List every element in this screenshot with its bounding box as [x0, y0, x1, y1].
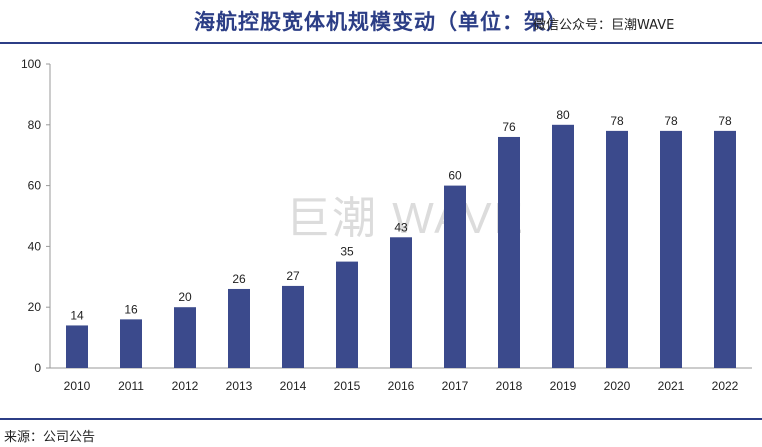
title-divider: [0, 42, 762, 44]
watermark-text: 巨潮 WAVE: [286, 194, 525, 243]
y-tick-label: 100: [21, 57, 41, 71]
bar: [714, 130, 736, 368]
bar: [444, 185, 466, 368]
data-label: 76: [502, 120, 516, 134]
data-label: 16: [124, 302, 138, 316]
x-tick-label: 2020: [604, 379, 631, 393]
y-tick-label: 0: [34, 361, 41, 375]
footer-divider: [0, 418, 762, 420]
data-label: 26: [232, 272, 246, 286]
data-label: 43: [394, 220, 408, 234]
y-tick-label: 20: [28, 300, 42, 314]
bar: [120, 319, 142, 368]
bar: [336, 261, 358, 368]
data-label: 35: [340, 245, 354, 259]
x-tick-label: 2022: [712, 379, 739, 393]
y-tick-label: 80: [28, 118, 42, 132]
data-label: 14: [70, 308, 84, 322]
x-tick-label: 2014: [280, 379, 307, 393]
bar: [174, 307, 196, 368]
data-label: 20: [178, 290, 192, 304]
bar: [66, 325, 88, 368]
x-tick-label: 2016: [388, 379, 415, 393]
bar: [552, 124, 574, 368]
y-tick-label: 60: [28, 179, 42, 193]
bar: [282, 285, 304, 368]
bar: [498, 136, 520, 368]
bar: [606, 130, 628, 368]
data-label: 27: [286, 269, 300, 283]
chart-title: 海航控股宽体机规模变动（单位：架）: [194, 10, 568, 34]
bar: [390, 237, 412, 368]
x-tick-label: 2018: [496, 379, 523, 393]
y-tick-label: 40: [28, 239, 42, 253]
bar: [228, 288, 250, 368]
x-tick-label: 2013: [226, 379, 253, 393]
x-tick-label: 2012: [172, 379, 199, 393]
x-tick-label: 2021: [658, 379, 685, 393]
data-label: 78: [610, 114, 624, 128]
x-tick-label: 2019: [550, 379, 577, 393]
bar: [660, 130, 682, 368]
x-tick-label: 2010: [64, 379, 91, 393]
data-label: 78: [664, 114, 678, 128]
x-tick-label: 2011: [118, 379, 144, 393]
wechat-account-label: 微信公众号：巨潮WAVE: [533, 18, 675, 33]
source-note: 来源：公司公告: [4, 430, 96, 445]
data-label: 78: [718, 114, 732, 128]
data-label: 60: [448, 169, 462, 183]
x-tick-label: 2017: [442, 379, 469, 393]
x-tick-label: 2015: [334, 379, 361, 393]
data-label: 80: [556, 108, 570, 122]
